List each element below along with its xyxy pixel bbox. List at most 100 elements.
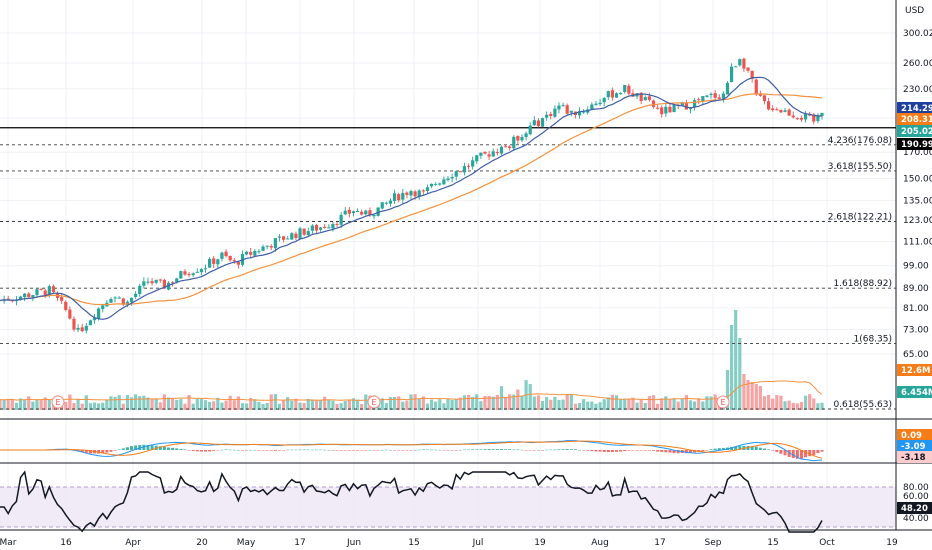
- time-axis-tick: 17: [294, 538, 305, 548]
- macd-histogram-bar: [421, 449, 425, 450]
- volume-bar: [281, 400, 286, 410]
- macd-histogram-bar: [146, 444, 150, 450]
- macd-signal-line: [0, 440, 823, 459]
- macd-histogram-bar: [125, 447, 129, 450]
- candle-body: [150, 281, 154, 284]
- candle-body: [179, 271, 183, 279]
- macd-histogram-bar: [88, 450, 92, 454]
- macd-histogram-bar: [208, 450, 212, 452]
- candle-body: [701, 96, 705, 102]
- candle-body: [803, 114, 808, 120]
- volume-bar: [113, 396, 117, 410]
- volume-bar: [286, 397, 290, 410]
- candle-body: [109, 298, 113, 303]
- price-tag-label: 0.09: [901, 431, 922, 441]
- macd-histogram-bar: [721, 447, 725, 450]
- volume-bar: [191, 403, 195, 410]
- macd-histogram-bar: [590, 450, 594, 452]
- candle-body: [549, 113, 553, 117]
- macd-histogram-bar: [623, 450, 627, 452]
- macd-histogram-bar: [228, 449, 232, 451]
- macd-histogram-bar: [438, 449, 442, 451]
- candle-body: [758, 93, 762, 96]
- volume-bar: [606, 397, 610, 410]
- candle-body: [245, 251, 249, 255]
- price-tag: [897, 440, 932, 452]
- candle-body: [47, 286, 51, 296]
- rsi-line: [0, 470, 823, 533]
- candle-body: [602, 98, 606, 103]
- volume-bar: [734, 310, 738, 410]
- candle-body: [495, 152, 499, 154]
- candle-body: [294, 233, 298, 239]
- volume-bar: [631, 397, 635, 410]
- macd-histogram-bar: [701, 450, 705, 451]
- volume-bar: [450, 399, 454, 410]
- time-axis[interactable]: Mar 16 Apr 20 May 17 Jun 15 Jul 19 Aug 17 Sep 15 Oct 19: [0, 538, 898, 548]
- price-tag: [897, 364, 932, 376]
- time-axis-tick: 15: [767, 538, 778, 548]
- earnings-marker: [716, 395, 730, 409]
- candle-body: [668, 106, 672, 113]
- volume-bar: [446, 398, 450, 410]
- macd-histogram-bar: [356, 450, 360, 451]
- time-axis-tick: Aug: [591, 538, 609, 548]
- grid: [0, 0, 896, 530]
- candle-body: [791, 115, 795, 118]
- candle-body: [10, 300, 14, 302]
- macd-histogram-bar: [277, 450, 281, 451]
- candle-body: [808, 114, 812, 116]
- candle-body: [343, 210, 347, 215]
- rsi-axis-tick: 40.00: [903, 514, 929, 524]
- volume-bar: [101, 402, 105, 410]
- macd-histogram-bar: [812, 450, 816, 456]
- candle-body: [265, 245, 269, 247]
- volume-bar: [6, 399, 10, 410]
- price-axis-tick: 65.00: [903, 350, 929, 360]
- macd-histogram-bar: [458, 449, 462, 451]
- macd-histogram-bar: [495, 449, 499, 450]
- macd-histogram-bar: [323, 449, 327, 451]
- volume-bar: [758, 386, 762, 410]
- volume-bar: [516, 389, 520, 410]
- volume-bar: [656, 403, 660, 410]
- macd-histogram-bar: [351, 450, 355, 451]
- candle-body: [528, 125, 532, 135]
- volume-bar: [97, 403, 101, 410]
- volume-bar: [224, 400, 228, 410]
- price-axis-tick: 170.00: [903, 148, 932, 158]
- candle-body: [101, 305, 105, 310]
- volume-bar: [117, 395, 121, 410]
- earnings-marker: [51, 395, 65, 409]
- volume-bar: [421, 396, 425, 410]
- candle-body: [697, 99, 701, 101]
- macd-histogram-bar: [343, 450, 347, 451]
- volume-bar: [179, 399, 183, 410]
- candle-body: [347, 209, 351, 214]
- candle-body: [39, 288, 43, 290]
- volume-bar: [602, 399, 606, 410]
- candle-body: [442, 179, 446, 185]
- macd-histogram-bar: [269, 450, 273, 451]
- volume-bar: [183, 403, 187, 410]
- macd-histogram-bar: [479, 449, 483, 450]
- candle-body: [614, 93, 619, 98]
- candle-body: [117, 297, 121, 299]
- candle-body: [672, 104, 676, 113]
- candle-body: [376, 207, 380, 216]
- currency-label[interactable]: USD: [905, 6, 924, 16]
- volume-bar: [540, 401, 545, 410]
- candle-body: [565, 105, 569, 114]
- rsi-axis-tick: 60.00: [903, 492, 929, 502]
- volume-bar: [76, 399, 80, 410]
- candle-body: [438, 183, 442, 185]
- macd-histogram-bar: [487, 449, 491, 450]
- volume-bar: [791, 402, 795, 410]
- candle-body: [113, 297, 117, 299]
- volume-bar: [265, 403, 269, 410]
- volume-bar: [742, 374, 746, 410]
- macd-histogram-bar: [557, 449, 561, 450]
- volume-bar: [635, 402, 639, 410]
